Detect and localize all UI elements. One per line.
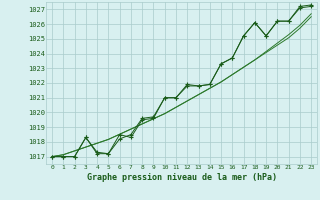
X-axis label: Graphe pression niveau de la mer (hPa): Graphe pression niveau de la mer (hPa) [87, 173, 276, 182]
